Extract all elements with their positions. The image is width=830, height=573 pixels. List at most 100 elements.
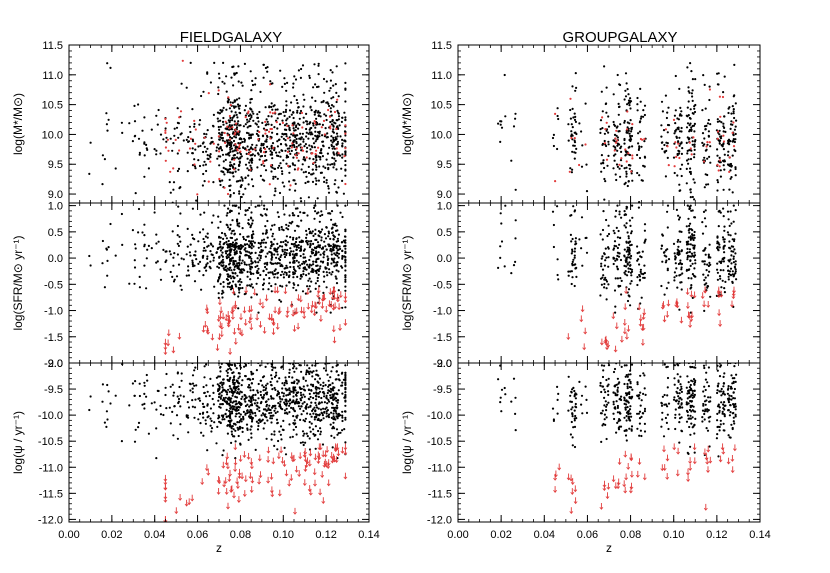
data-point (191, 374, 195, 377)
data-point (172, 188, 175, 191)
data-point (325, 181, 328, 184)
data-point (687, 86, 690, 89)
upper-limit-point (237, 130, 240, 133)
data-point (254, 393, 257, 396)
data-point (329, 69, 332, 72)
data-point (278, 151, 281, 154)
data-point (311, 168, 314, 171)
data-point (613, 159, 616, 162)
data-point (310, 270, 313, 273)
data-point (315, 395, 318, 398)
data-point (239, 179, 242, 182)
data-point (288, 270, 291, 273)
data-point (168, 181, 171, 184)
data-point (302, 270, 305, 273)
data-point (314, 161, 317, 164)
data-point (244, 243, 247, 246)
data-point (306, 123, 309, 126)
data-point (673, 171, 676, 175)
data-point (677, 140, 680, 143)
data-point (332, 395, 335, 398)
data-point (288, 126, 291, 129)
data-point (193, 165, 197, 168)
data-point (693, 143, 696, 146)
data-point (330, 273, 333, 276)
upper-limit-point (667, 164, 670, 167)
data-point (603, 166, 606, 170)
data-point (301, 64, 305, 67)
data-point (330, 411, 333, 414)
data-point (203, 391, 206, 395)
data-point (159, 278, 163, 281)
data-point (179, 405, 182, 408)
data-point (234, 170, 237, 173)
upper-limit-point (269, 137, 272, 140)
data-point (605, 144, 608, 148)
data-point (727, 141, 730, 144)
data-point (727, 139, 730, 142)
data-point (269, 271, 272, 274)
data-point (599, 119, 603, 122)
data-point (336, 237, 339, 240)
data-point (276, 272, 279, 275)
data-point (107, 246, 110, 249)
data-point (628, 167, 631, 170)
data-point (251, 236, 254, 239)
data-point (165, 140, 168, 143)
data-point (249, 164, 252, 167)
data-point (326, 274, 329, 277)
data-point (263, 262, 266, 265)
data-point (308, 263, 311, 266)
data-point (285, 89, 288, 92)
data-point (327, 398, 330, 401)
data-point (228, 378, 231, 381)
data-point (162, 413, 165, 417)
data-point (212, 259, 215, 262)
data-point (317, 209, 319, 211)
data-point (262, 127, 266, 130)
data-point (330, 97, 333, 100)
data-point (510, 159, 513, 162)
data-point (279, 433, 282, 436)
data-point (195, 199, 198, 202)
data-point (303, 262, 306, 265)
data-point (291, 144, 294, 147)
data-point (232, 192, 235, 195)
data-point (300, 245, 303, 248)
upper-limit-arrowhead (312, 472, 317, 476)
data-point (628, 104, 631, 107)
data-point (308, 367, 311, 370)
data-point (270, 396, 273, 399)
data-point (230, 232, 233, 235)
data-point (131, 229, 134, 232)
data-point (237, 388, 240, 391)
data-point (165, 372, 168, 376)
data-point (262, 241, 265, 244)
upper-limit-arrowhead (249, 490, 254, 493)
y-tick-label: 9.0 (48, 189, 63, 201)
data-point (624, 72, 628, 75)
data-point (309, 148, 312, 151)
data-point (723, 126, 726, 129)
upper-limit-point (578, 163, 581, 167)
data-point (331, 120, 334, 123)
data-point (201, 412, 204, 415)
upper-limit-arrowhead (223, 481, 228, 485)
data-point (288, 214, 291, 217)
data-point (312, 385, 315, 388)
data-point (177, 400, 180, 403)
data-point (226, 424, 229, 427)
data-point (224, 389, 227, 392)
upper-limit-point (291, 124, 294, 127)
data-point (277, 246, 280, 249)
data-point (307, 240, 310, 243)
data-point (282, 395, 285, 398)
data-point (339, 135, 342, 138)
data-point (733, 116, 736, 120)
upper-limit-arrowhead (257, 481, 262, 485)
y-tick-label: -0.5 (44, 279, 63, 291)
data-point (307, 388, 310, 391)
data-point (625, 172, 628, 175)
data-point (291, 376, 294, 379)
